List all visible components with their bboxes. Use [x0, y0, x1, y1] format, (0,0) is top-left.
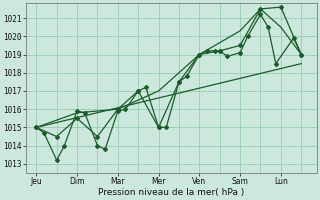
X-axis label: Pression niveau de la mer( hPa ): Pression niveau de la mer( hPa ) [98, 188, 244, 197]
